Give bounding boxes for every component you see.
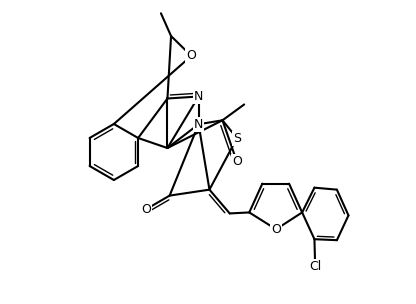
Text: N: N (194, 118, 203, 131)
Text: O: O (141, 203, 151, 216)
Text: O: O (271, 223, 281, 236)
Text: N: N (194, 90, 203, 103)
Text: Cl: Cl (309, 261, 321, 273)
Text: O: O (186, 49, 196, 62)
Text: O: O (232, 155, 242, 168)
Text: S: S (233, 132, 241, 145)
